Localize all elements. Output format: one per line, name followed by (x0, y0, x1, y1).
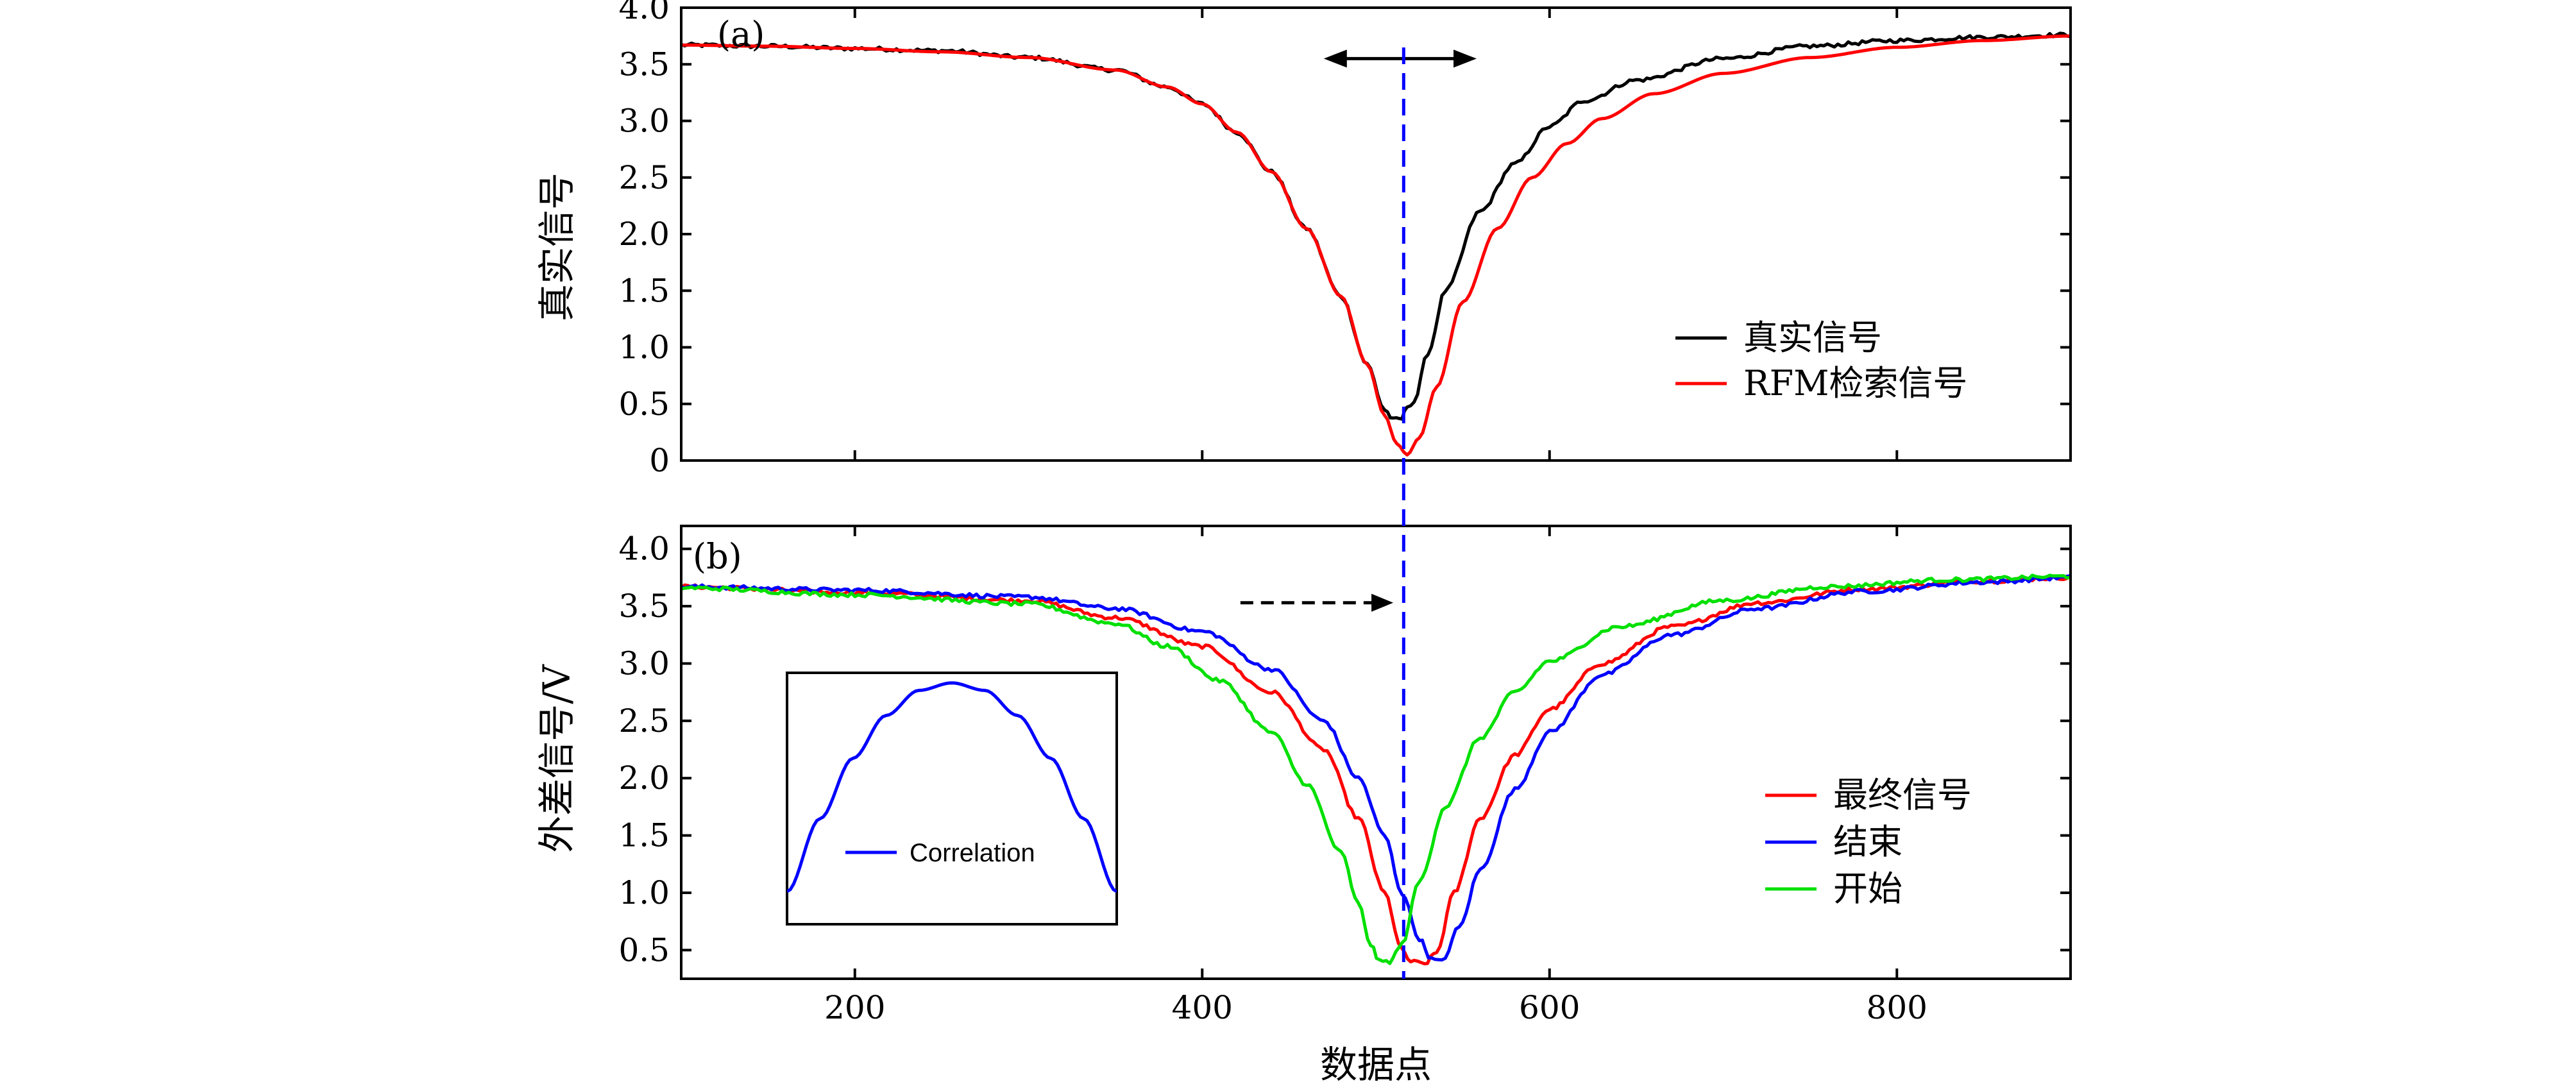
panel-a-ylabel: 真实信号 (535, 173, 579, 321)
x-tick-label: 400 (1172, 989, 1233, 1026)
panel-a-y-ticks: 0 0.5 1.0 1.5 2.0 2.5 3.0 3.5 4.0 (618, 0, 2071, 479)
panel-b-x-ticks: 200 400 600 800 (824, 8, 1928, 1026)
y-tick-label: 2.0 (618, 759, 670, 797)
y-tick-label: 1.5 (618, 817, 670, 854)
panel-b-ylabel: 外差信号/V (535, 664, 579, 853)
y-tick-label: 0 (649, 442, 670, 479)
y-tick-label: 3.5 (618, 46, 670, 83)
panel-b-series (681, 573, 2071, 966)
series-line-1 (681, 34, 2071, 457)
y-tick-label: 2.0 (618, 216, 670, 253)
panel-b-xlabel: 数据点 (1320, 1043, 1432, 1087)
inset-frame (786, 672, 1118, 926)
y-tick-label: 0.5 (618, 385, 670, 423)
y-tick-label: 0.5 (618, 931, 670, 968)
y-tick-label: 2.5 (618, 702, 670, 740)
y-tick-label: 4.0 (618, 530, 670, 568)
series-line-0 (787, 681, 1117, 893)
y-tick-label: 1.0 (618, 874, 670, 911)
shift-direction-arrow-head (1371, 593, 1394, 612)
shift-direction-arrow (1240, 593, 1394, 612)
panel-b-y-ticks: 0.5 1.0 1.5 2.0 2.5 3.0 3.5 4.0 (618, 530, 2071, 968)
correlation-inset: Correlation (786, 672, 1118, 926)
panel-b-frame (680, 525, 2072, 980)
legend-label-final: 最终信号 (1833, 775, 1972, 815)
panel-a-series (681, 31, 2071, 457)
series-line-0 (681, 31, 2071, 421)
legend-label-rfm: RFM检索信号 (1743, 363, 1967, 403)
panel-a-label: (a) (717, 14, 765, 55)
y-tick-label: 3.0 (618, 103, 670, 140)
panel-a-legend: 真实信号 RFM检索信号 (1675, 317, 1967, 403)
series-line-1 (681, 574, 2071, 962)
y-tick-label: 1.0 (618, 329, 670, 366)
legend-label-real: 真实信号 (1743, 317, 1882, 358)
panel-b: 外差信号/V 0.5 1.0 1.5 2.0 2.5 3.0 3.5 4.0 200 400 60… (535, 8, 2072, 1087)
series-line-2 (681, 573, 2071, 965)
y-tick-label: 1.5 (618, 272, 670, 309)
inset-series (787, 681, 1117, 893)
y-tick-label: 4.0 (618, 0, 670, 26)
shift-range-arrow-head-left (1323, 49, 1347, 68)
panel-b-legend: 最终信号 结束 开始 (1765, 775, 1972, 909)
shift-range-arrow (1323, 49, 1477, 68)
legend-label-start: 开始 (1833, 868, 1902, 909)
legend-label-end: 结束 (1833, 822, 1902, 862)
panel-a: 真实信号 0 0.5 1.0 1.5 2.0 2.5 3.0 3.5 4.0 (a) 真实信号 … (535, 0, 2072, 479)
inset-legend-label: Correlation (910, 839, 1035, 867)
shift-range-arrow-head-right (1453, 49, 1477, 68)
x-tick-label: 800 (1867, 989, 1928, 1026)
y-tick-label: 2.5 (618, 159, 670, 196)
x-tick-label: 600 (1519, 989, 1580, 1026)
y-tick-label: 3.5 (618, 588, 670, 625)
x-tick-label: 200 (824, 989, 885, 1026)
y-tick-label: 3.0 (618, 645, 670, 682)
panel-b-label: (b) (693, 536, 742, 577)
panel-a-frame (680, 6, 2072, 462)
